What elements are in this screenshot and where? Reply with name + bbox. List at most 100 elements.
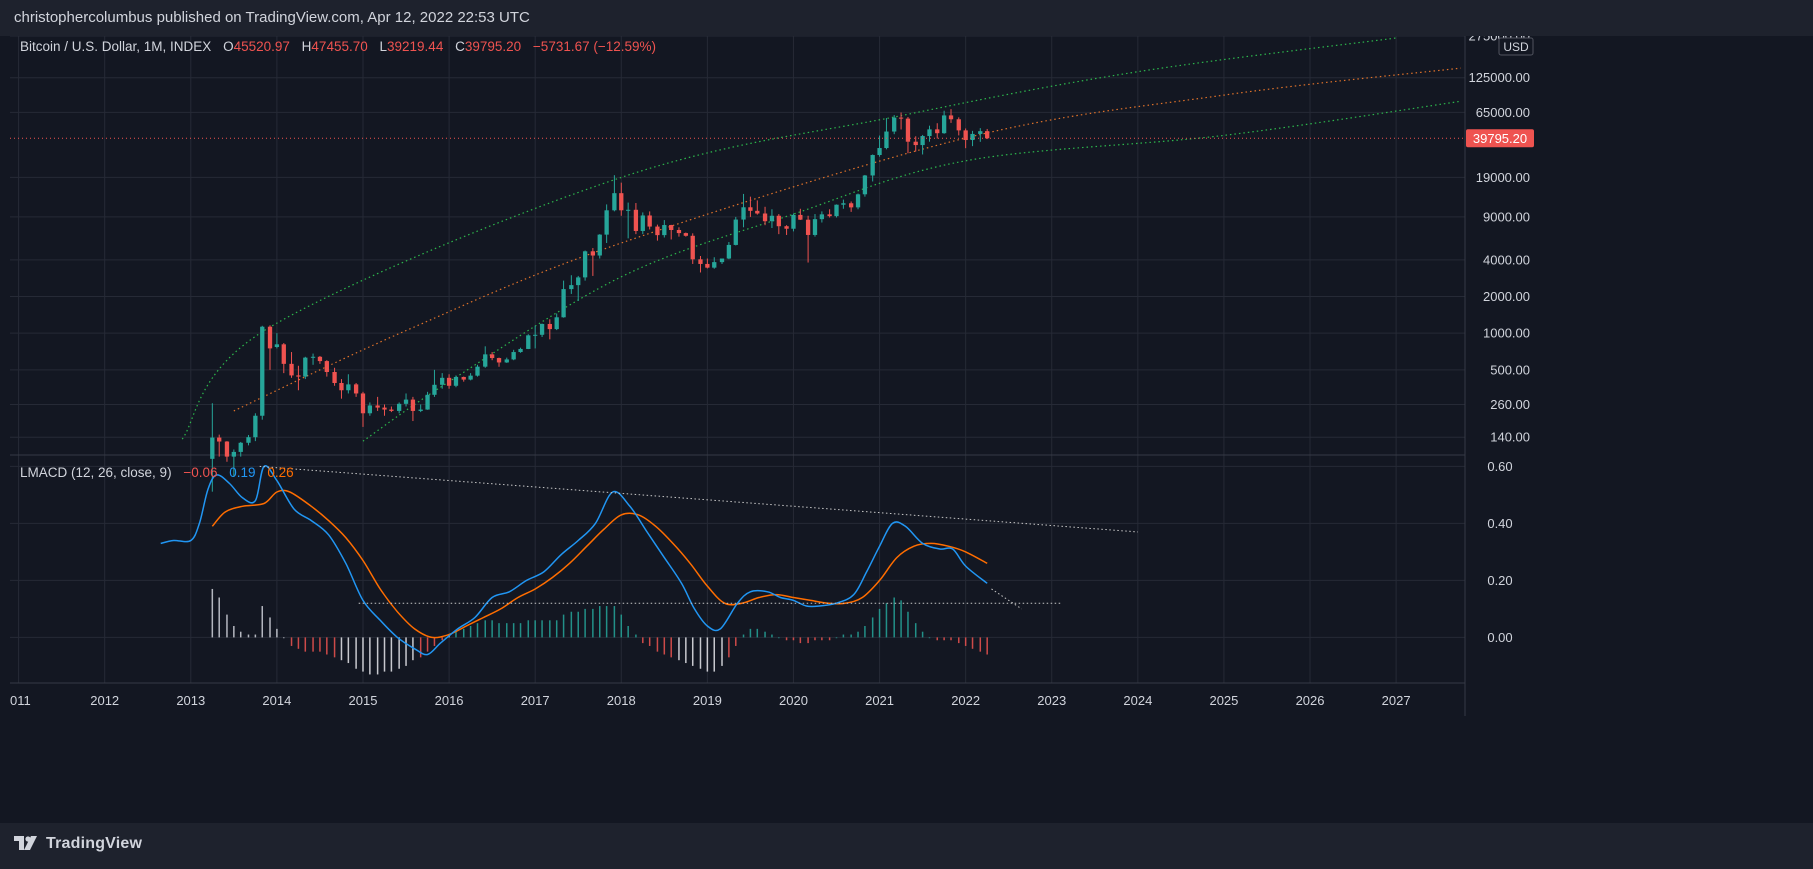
histogram-bar — [936, 637, 938, 641]
candle-body — [539, 323, 545, 335]
histogram-bar — [319, 637, 321, 652]
low-label: L — [380, 39, 388, 54]
time-tick-label: 2025 — [1209, 693, 1238, 708]
candle-body — [324, 361, 329, 373]
candle — [375, 396, 380, 411]
candle-body — [920, 136, 925, 146]
histogram-bar — [441, 637, 443, 641]
candle — [432, 369, 437, 397]
candle — [898, 112, 904, 130]
candle-body — [640, 215, 645, 231]
candle — [425, 391, 430, 410]
candle — [547, 319, 552, 340]
histogram-bar — [527, 620, 530, 638]
histogram-bar — [512, 623, 515, 638]
candle — [755, 200, 760, 215]
candle — [941, 110, 947, 134]
candle-body — [690, 235, 695, 260]
candle — [892, 115, 897, 135]
candle-body — [748, 207, 753, 211]
candle-body — [812, 219, 818, 235]
time-tick-label: 2019 — [693, 693, 722, 708]
candle — [518, 347, 523, 353]
histogram-bar — [678, 637, 680, 661]
main-legend: Bitcoin / U.S. Dollar, 1M, INDEX O45520.… — [20, 39, 656, 54]
candle-body — [289, 363, 294, 376]
candle — [496, 357, 502, 367]
price-tick-label: 260.00 — [1490, 397, 1530, 412]
candle-body — [913, 141, 918, 146]
histogram-bar — [670, 637, 672, 658]
histogram-bar — [778, 637, 780, 639]
candle — [812, 214, 818, 237]
currency-badge[interactable]: USD — [1498, 37, 1534, 56]
histogram-bar — [907, 611, 909, 638]
candle — [619, 182, 624, 216]
candle-body — [898, 117, 904, 119]
histogram-bar — [455, 631, 457, 638]
signal-line — [211, 489, 988, 639]
candle — [927, 125, 932, 142]
histogram-bar — [462, 628, 465, 638]
candle-body — [626, 209, 631, 211]
change-value: −5731.67 (−12.59%) — [533, 39, 656, 54]
histogram-bar — [484, 620, 486, 638]
candle-body — [375, 405, 380, 408]
candle-body — [848, 203, 854, 208]
candle — [877, 135, 882, 157]
candle — [698, 256, 703, 273]
candle — [913, 136, 918, 152]
histogram-bar — [821, 637, 823, 641]
candle — [389, 406, 394, 413]
chart-frame[interactable]: 275000.00125000.0065000.0019000.009000.0… — [10, 29, 1803, 823]
histogram-bar — [857, 631, 859, 638]
histogram-bar — [390, 637, 393, 672]
candles[interactable] — [210, 109, 990, 492]
histogram-bar — [749, 628, 752, 638]
histogram-bar — [290, 637, 293, 646]
candle-body — [712, 262, 717, 268]
candle-body — [683, 233, 688, 236]
macd-peak-trendline — [259, 465, 1138, 533]
candle-body — [769, 215, 775, 222]
time-tick-label: 2017 — [521, 693, 550, 708]
histogram-bar — [239, 631, 242, 638]
candle-body — [310, 356, 316, 358]
candle — [410, 396, 416, 422]
histogram-bar — [885, 603, 888, 638]
time-tick-label: 2018 — [607, 693, 636, 708]
time-tick-label: 2016 — [435, 693, 464, 708]
histogram-bar — [921, 631, 924, 638]
histogram-bar — [476, 623, 479, 638]
candle-body — [633, 209, 639, 231]
candle — [805, 215, 811, 263]
histogram-bar — [771, 634, 773, 638]
histogram-bar — [211, 588, 214, 638]
candle-body — [332, 372, 337, 383]
candle — [870, 154, 875, 182]
histogram-bar — [584, 608, 586, 638]
lmacd-indicator[interactable] — [160, 465, 1138, 675]
histogram-bar — [950, 637, 952, 641]
candle-body — [905, 118, 911, 142]
price-tick-label: 4000.00 — [1483, 252, 1530, 267]
candle-body — [504, 359, 509, 363]
candle — [726, 242, 732, 260]
axes: 275000.00125000.0065000.0019000.009000.0… — [10, 29, 1534, 708]
tradingview-logo[interactable]: TradingView — [14, 835, 142, 853]
candle-body — [547, 323, 552, 330]
histogram-bar — [283, 637, 285, 639]
histogram-bar — [958, 637, 960, 644]
candle-body — [841, 203, 846, 205]
histogram-bar — [706, 637, 709, 672]
candle-body — [440, 377, 445, 385]
candle — [296, 365, 301, 391]
indicator-tick-label: 0.60 — [1487, 459, 1512, 474]
candle-body — [941, 115, 947, 134]
histogram-bar — [269, 617, 271, 638]
chart-svg[interactable]: 275000.00125000.0065000.0019000.009000.0… — [10, 29, 1803, 823]
candle — [970, 130, 975, 147]
macd-projection — [991, 588, 1022, 610]
histogram-bar — [570, 611, 573, 638]
candle — [569, 275, 574, 294]
